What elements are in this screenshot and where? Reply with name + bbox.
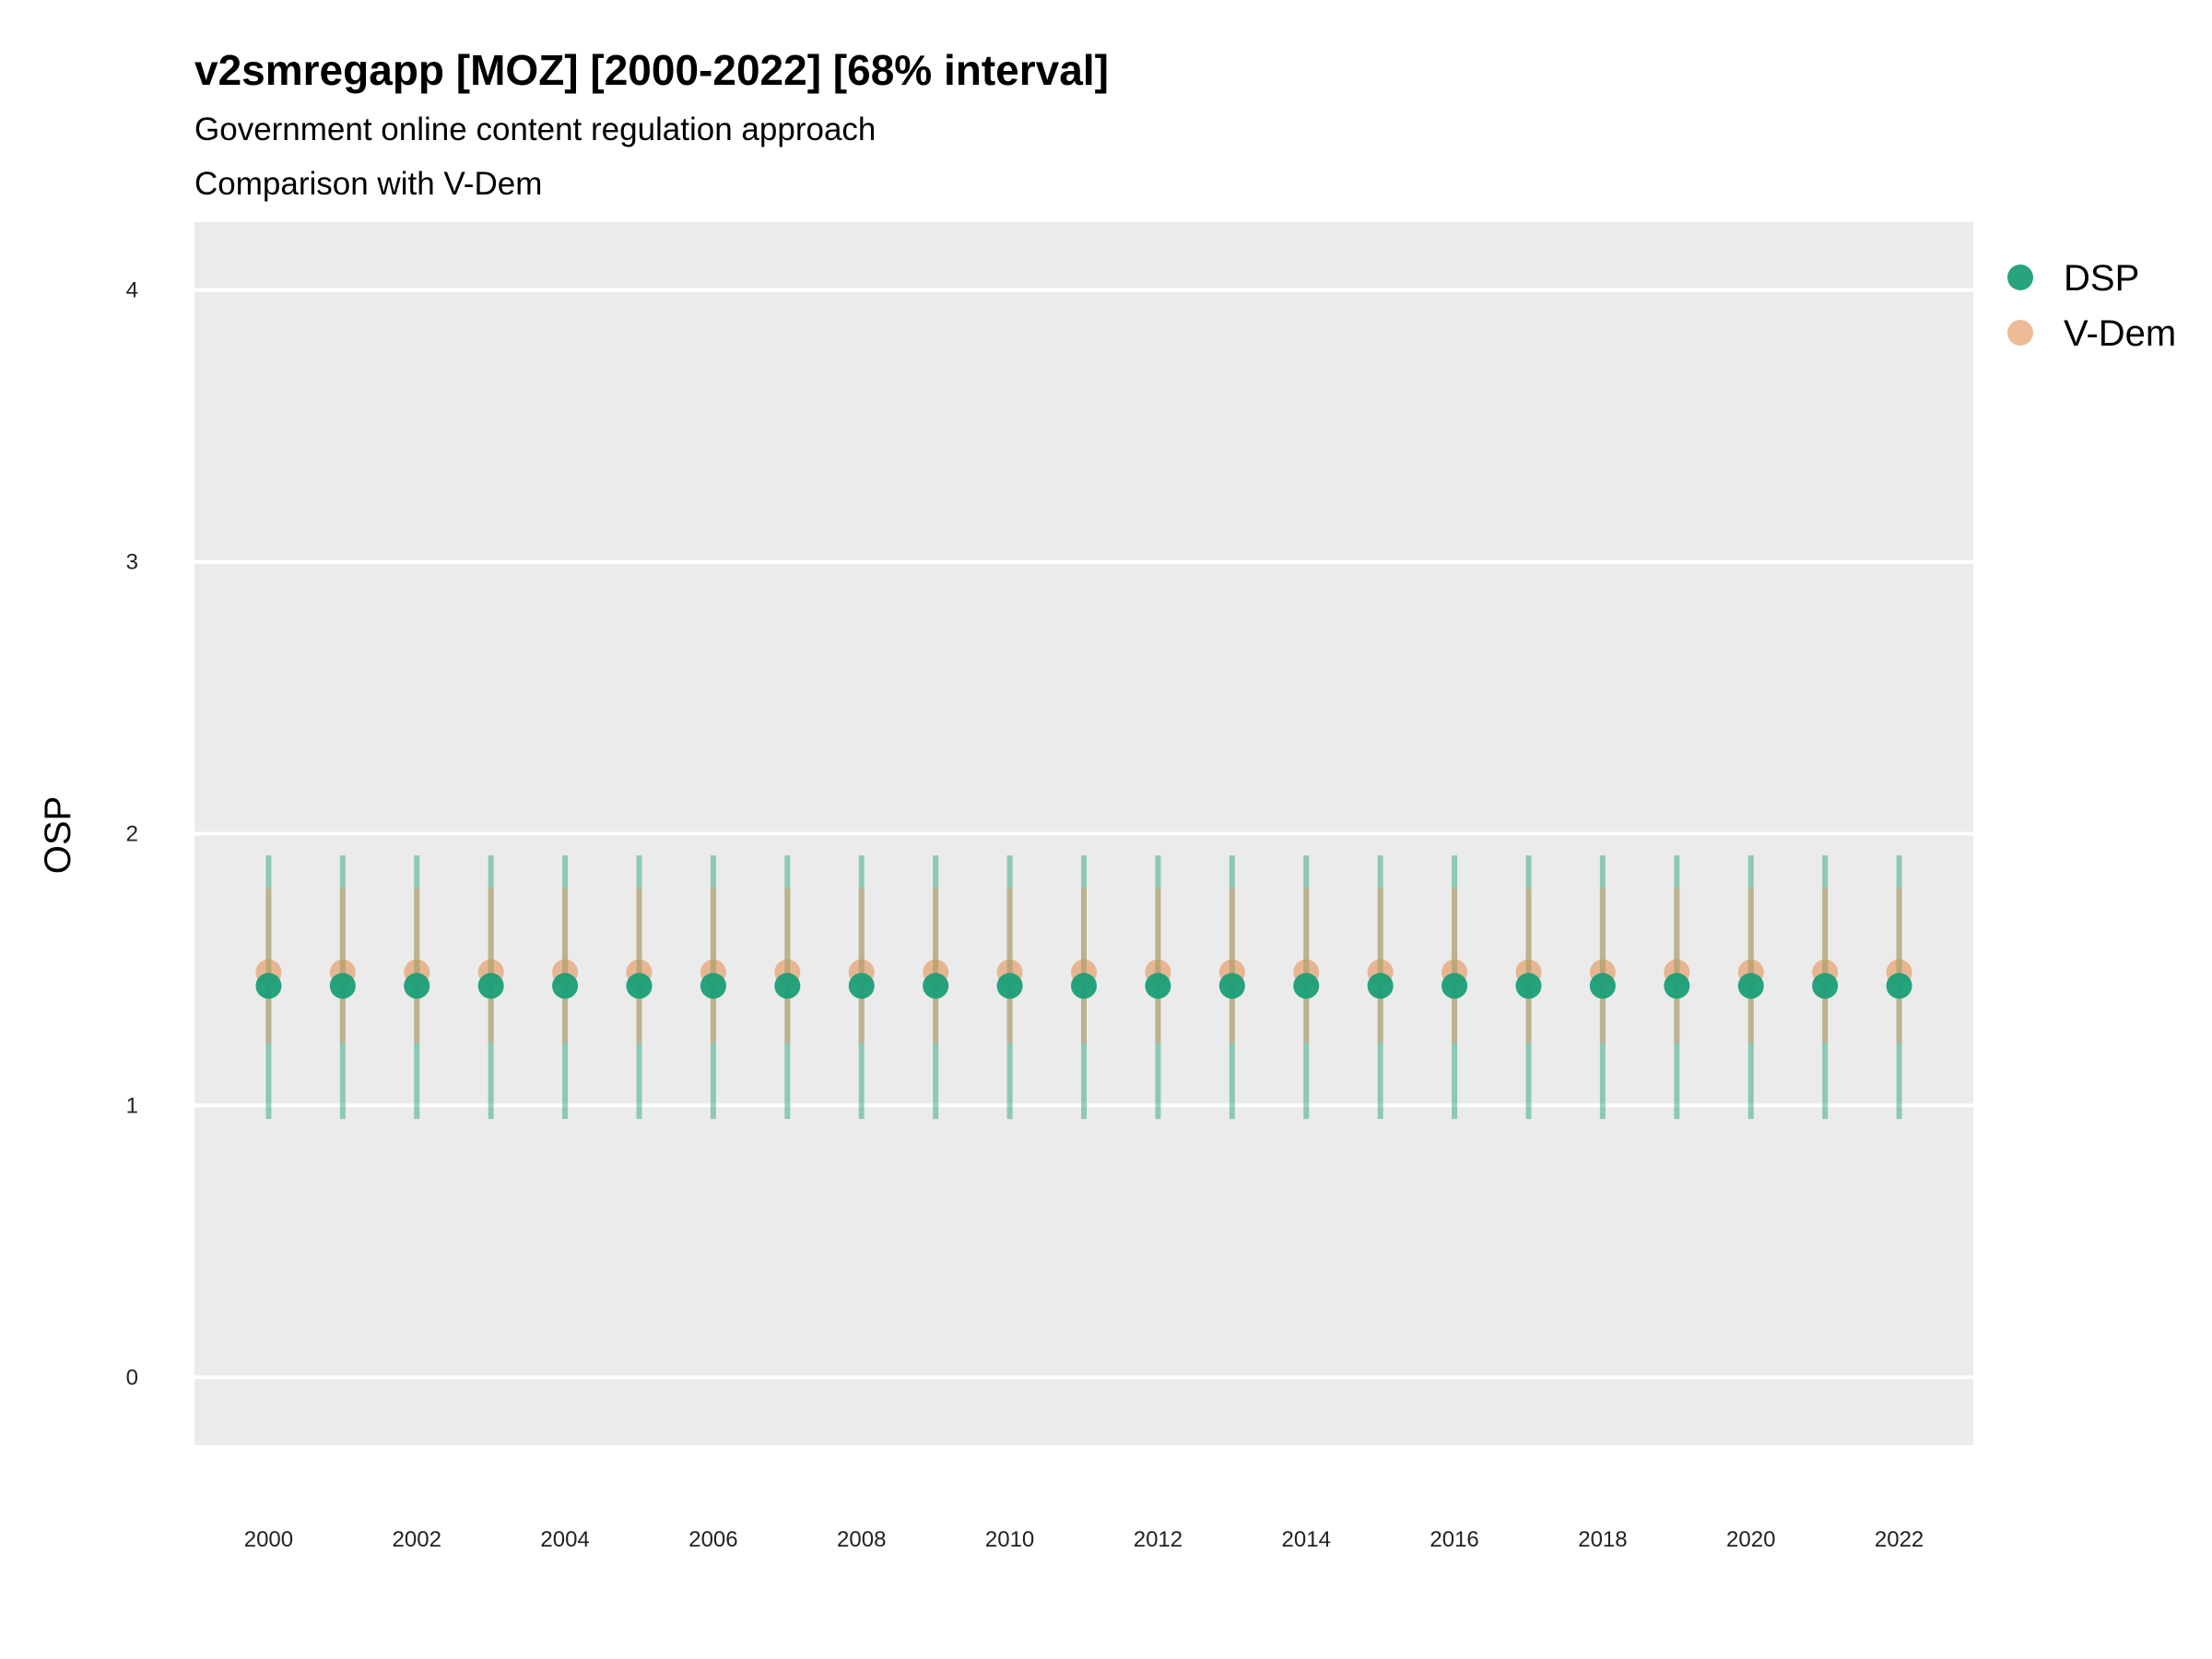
dsp-point (477, 972, 504, 999)
legend-swatch (2007, 320, 2033, 346)
dsp-point (1812, 972, 1839, 999)
dsp-point (700, 972, 726, 999)
dsp-point (1441, 972, 1468, 999)
y-tick-label: 1 (126, 1093, 138, 1118)
dsp-point (255, 972, 282, 999)
dsp-point (1664, 972, 1690, 999)
dsp-point (1886, 972, 1912, 999)
dsp-point (996, 972, 1023, 999)
grid-lines (194, 288, 1973, 1380)
x-tick-label: 2022 (1875, 1527, 1924, 1552)
legend-label: V-Dem (2064, 313, 2176, 354)
dsp-point (404, 972, 430, 999)
y-tick-label: 3 (126, 550, 138, 575)
dsp-point (1293, 972, 1320, 999)
dsp-point (1737, 972, 1764, 999)
x-tick-label: 2000 (244, 1527, 293, 1552)
x-tick-label: 2020 (1726, 1527, 1775, 1552)
dsp-point (1589, 972, 1616, 999)
x-tick-label: 2006 (688, 1527, 737, 1552)
legend: DSP V-Dem (2007, 258, 2176, 354)
dsp-point (552, 972, 579, 999)
dsp-point (923, 972, 949, 999)
y-axis-title: OSP (38, 796, 78, 874)
dsp-point (774, 972, 801, 999)
y-tick-label: 2 (126, 822, 138, 847)
dsp-point (1515, 972, 1542, 999)
x-tick-label: 2004 (540, 1527, 589, 1552)
y-tick-label: 0 (126, 1365, 138, 1390)
dsp-point (1071, 972, 1097, 999)
x-tick-label: 2012 (1134, 1527, 1182, 1552)
dsp-point (848, 972, 875, 999)
y-tick-label: 4 (126, 278, 138, 303)
chart-subtitle-comparison: Comparison with V-Dem (194, 166, 542, 202)
x-tick-label: 2002 (393, 1527, 441, 1552)
dsp-point (626, 972, 653, 999)
x-tick-label: 2008 (837, 1527, 886, 1552)
legend-swatch (2007, 265, 2033, 290)
x-axis-ticks: 2000 2002 2004 2006 2008 2010 2012 2014 2016 2018… (244, 1527, 1924, 1552)
dsp-point (1218, 972, 1245, 999)
y-axis-ticks: 0 1 2 3 4 (126, 278, 138, 1391)
dsp-point (1145, 972, 1171, 999)
legend-label: DSP (2064, 258, 2139, 299)
x-tick-label: 2016 (1430, 1527, 1478, 1552)
x-tick-label: 2010 (985, 1527, 1034, 1552)
x-tick-label: 2014 (1282, 1527, 1331, 1552)
chart-title: v2smregapp [MOZ] [2000-2022] [68% interv… (194, 46, 1109, 94)
chart-subtitle: Government online content regulation app… (194, 112, 876, 147)
dsp-point (1367, 972, 1394, 999)
x-tick-label: 2018 (1578, 1527, 1627, 1552)
data-series (255, 855, 1912, 1120)
dsp-point (329, 972, 356, 999)
